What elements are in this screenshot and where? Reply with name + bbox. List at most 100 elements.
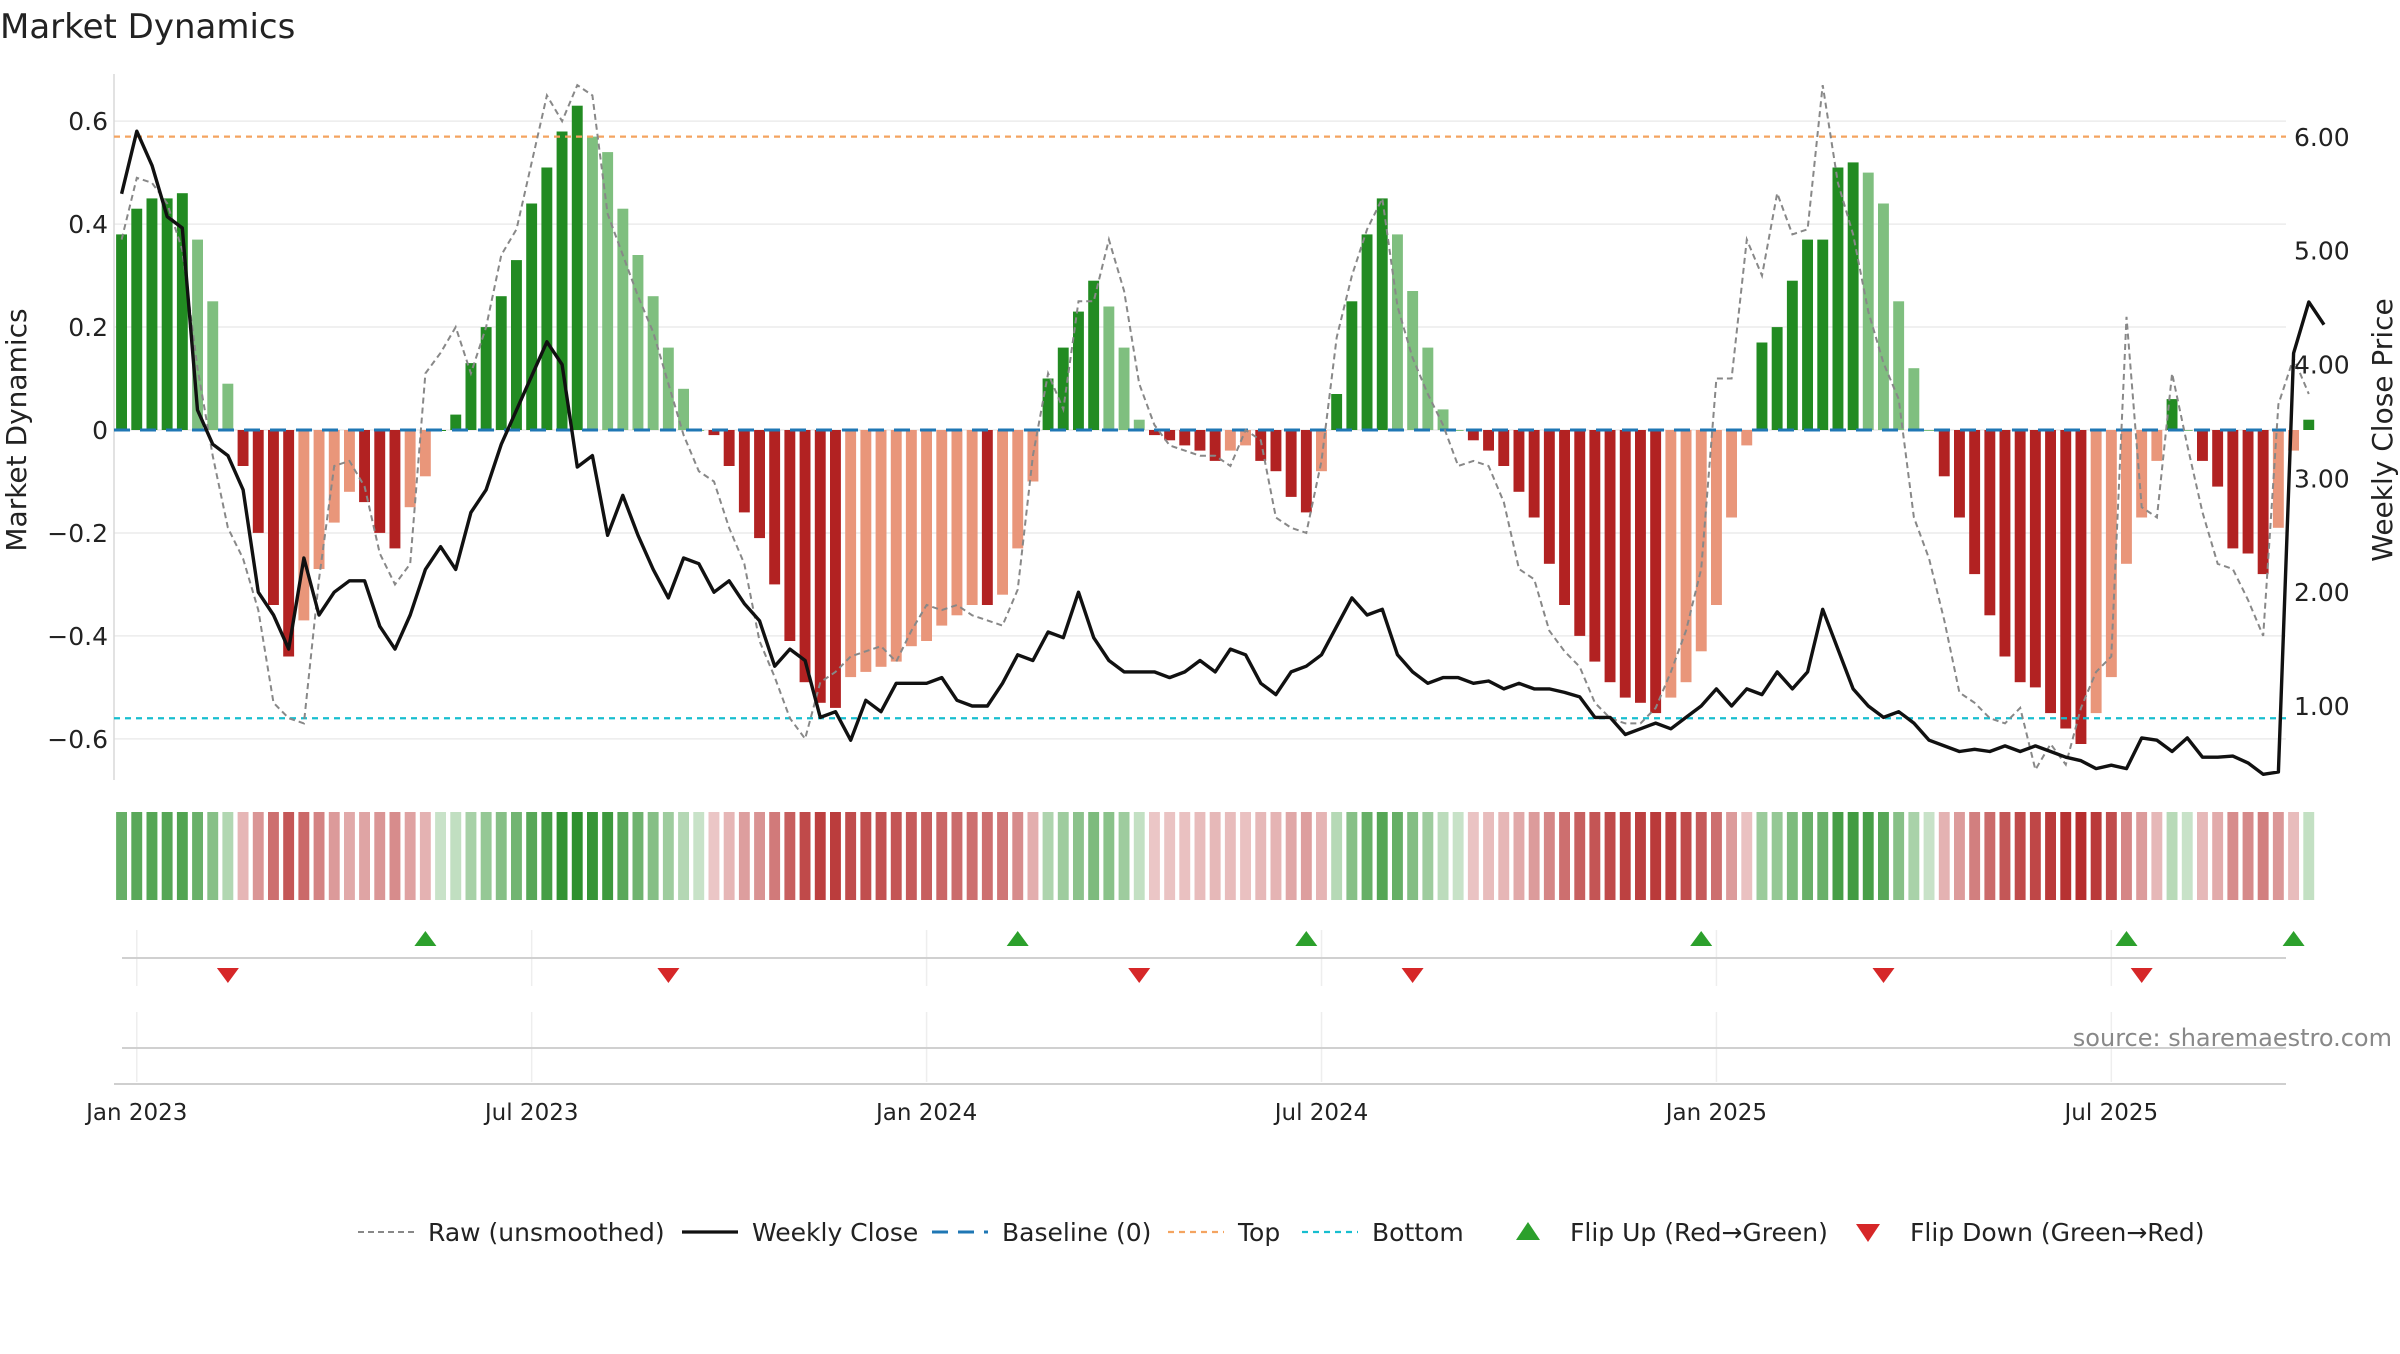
regime-strip-cell [1756, 812, 1768, 900]
histogram-bar [2151, 430, 2163, 461]
regime-strip-cell [2121, 812, 2132, 900]
regime-strip-cell [1771, 812, 1783, 900]
legend-swatch-flip-up [1516, 1222, 1540, 1240]
regime-strip-cell [1635, 812, 1646, 900]
regime-strip-cell [1665, 812, 1677, 900]
flip-up-marker [1006, 931, 1029, 946]
y-tick-label: 0.2 [68, 313, 108, 342]
regime-strip-cell [1073, 812, 1084, 900]
regime-strip-cell [997, 812, 1008, 900]
histogram-bar [1893, 301, 1905, 430]
legend-label: Top [1237, 1218, 1280, 1247]
histogram-bar [237, 430, 249, 466]
regime-strip-cell [283, 812, 295, 900]
histogram-bar [860, 430, 872, 672]
regime-strip-cell [1179, 812, 1191, 900]
flip-down-marker [2130, 968, 2153, 983]
histogram-bar [1270, 430, 1282, 472]
histogram-bar [1088, 280, 1100, 430]
regime-strip-cell [1407, 812, 1419, 900]
histogram-bar [602, 152, 614, 430]
regime-strip-cell [2257, 812, 2269, 900]
histogram-bar [1741, 430, 1753, 446]
regime-strip-cell [1999, 812, 2011, 900]
histogram-bar [647, 296, 659, 430]
regime-strip-cell [313, 812, 325, 900]
y-right-tick-label: 2.00 [2294, 578, 2350, 607]
y-right-tick-label: 5.00 [2294, 237, 2350, 266]
regime-strip-cell [2014, 812, 2026, 900]
regime-strip-cell [1422, 812, 1434, 900]
histogram-bar [1012, 430, 1024, 549]
y-tick-label: −0.2 [47, 519, 108, 548]
y-tick-label: −0.6 [47, 725, 108, 754]
regime-strip-cell [662, 812, 674, 900]
histogram-bar [754, 430, 765, 539]
regime-strip-cell [511, 812, 522, 900]
histogram-bar [1938, 430, 1950, 477]
regime-strip-cell [2272, 812, 2284, 900]
histogram-bar [328, 430, 340, 523]
histogram-bar [723, 430, 735, 466]
histogram-bar [2242, 430, 2254, 554]
main-gridlines [113, 74, 2286, 780]
histogram-bar [176, 193, 188, 430]
histogram-bar [374, 430, 386, 533]
histogram-bar [146, 198, 158, 430]
regime-strip-cell [1893, 812, 1905, 900]
histogram-bar [404, 430, 416, 508]
regime-strip-cell [723, 812, 735, 900]
regime-strip-cell [1786, 812, 1798, 900]
regime-strip-cell [830, 812, 841, 900]
histogram-bar [1832, 167, 1844, 430]
legend: Raw (unsmoothed) Weekly Close Baseline (0)… [358, 1218, 2205, 1247]
regime-strip-cell [176, 812, 188, 900]
histogram-bar [313, 430, 325, 569]
histogram-bar [1878, 203, 1889, 430]
y-tick-label: 0 [92, 416, 108, 445]
regime-strip-cell [1103, 812, 1115, 900]
histogram-bar [207, 301, 219, 430]
histogram-bar [875, 430, 887, 667]
histogram-bar [1331, 394, 1343, 430]
x-tick-label: Jul 2023 [483, 1100, 579, 1126]
regime-strip-cell [131, 812, 143, 900]
flip-up-marker [1690, 931, 1713, 946]
regime-strip-cell [2212, 812, 2224, 900]
histogram-bar [1057, 347, 1069, 430]
histogram-bar [966, 430, 978, 605]
regime-strip-cell [1513, 812, 1525, 900]
histogram-bar [1285, 430, 1297, 497]
histogram-bar [1179, 430, 1191, 446]
legend-label: Baseline (0) [1002, 1218, 1151, 1247]
regime-strip-cell [1285, 812, 1297, 900]
series-lines [119, 83, 2326, 776]
histogram-bar [511, 260, 522, 430]
histogram-bar [2045, 430, 2056, 714]
regime-strip-cell [146, 812, 158, 900]
regime-strip-cell [2227, 812, 2239, 900]
histogram-bar [1209, 430, 1221, 461]
histogram-bar [951, 430, 963, 616]
regime-strip-cell [526, 812, 538, 900]
histogram-bar [1786, 280, 1798, 430]
regime-strip-cell [875, 812, 887, 900]
histogram-bar [465, 363, 477, 430]
legend-swatch-flip-down [1856, 1224, 1880, 1242]
legend-label: Raw (unsmoothed) [428, 1218, 665, 1247]
histogram-bar [1194, 430, 1206, 451]
histogram-bar [1923, 430, 1935, 431]
histogram-bar [1635, 430, 1646, 703]
histogram-bar [1164, 430, 1176, 441]
regime-strip-cell [465, 812, 477, 900]
regime-strip-cell [1088, 812, 1100, 900]
regime-strip-cell [814, 812, 826, 900]
regime-strip-cell [2136, 812, 2148, 900]
x-tick-label: Jul 2025 [2063, 1100, 2159, 1126]
regime-strip-cell [450, 812, 462, 900]
regime-strip-cell [1240, 812, 1251, 900]
histogram-bar [1255, 430, 1267, 461]
regime-strip-cell [1331, 812, 1343, 900]
regime-strip-cell [1483, 812, 1494, 900]
regime-strip-cell [435, 812, 446, 900]
